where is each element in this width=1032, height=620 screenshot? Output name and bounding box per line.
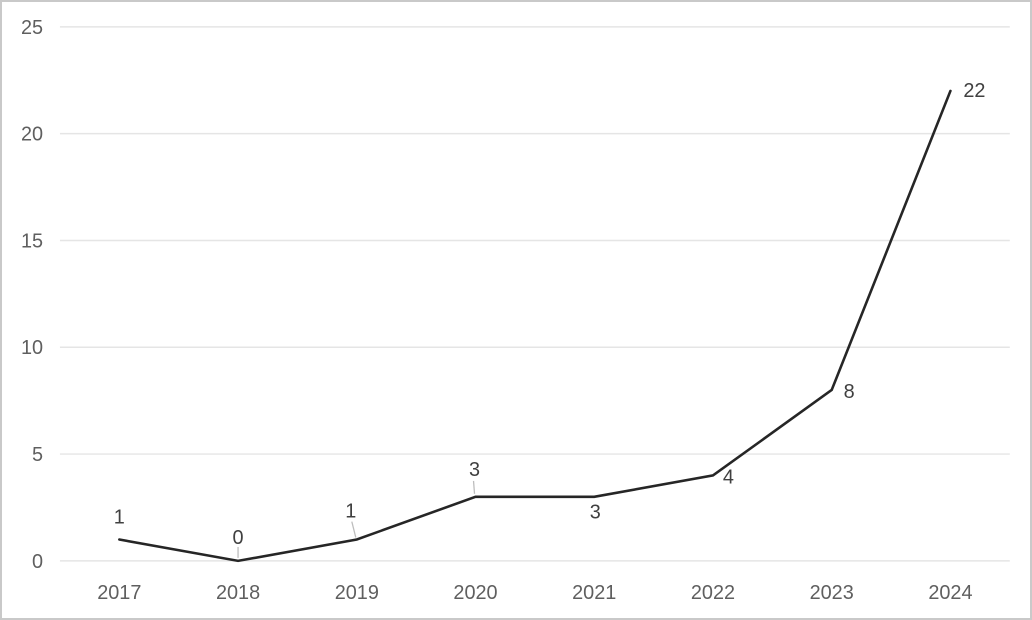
y-tick-label: 0: [32, 551, 43, 573]
x-tick-label: 2017: [97, 582, 141, 604]
data-point-label: 22: [963, 80, 985, 102]
data-point-label: 4: [723, 466, 734, 488]
data-point-label: 3: [590, 502, 601, 524]
data-label-leader-line: [351, 521, 357, 538]
x-tick-label: 2019: [335, 582, 379, 604]
x-tick-label: 2024: [928, 582, 972, 604]
y-tick-label: 15: [21, 230, 43, 252]
x-tick-label: 2021: [572, 582, 616, 604]
x-tick-label: 2020: [453, 582, 497, 604]
x-tick-label: 2023: [810, 582, 854, 604]
x-tick-label: 2018: [216, 582, 260, 604]
y-tick-label: 10: [21, 337, 43, 359]
series-line: [118, 89, 952, 563]
data-label-leader-line: [472, 480, 476, 494]
data-point-label: 1: [345, 501, 356, 523]
data-point-label: 1: [114, 507, 125, 529]
y-tick-label: 20: [21, 124, 43, 146]
data-point-label: 0: [233, 527, 244, 549]
y-tick-label: 25: [21, 17, 43, 39]
x-tick-label: 2022: [691, 582, 735, 604]
data-point-label: 3: [469, 459, 480, 481]
y-tick-label: 5: [32, 444, 43, 466]
data-point-label: 8: [844, 381, 855, 403]
